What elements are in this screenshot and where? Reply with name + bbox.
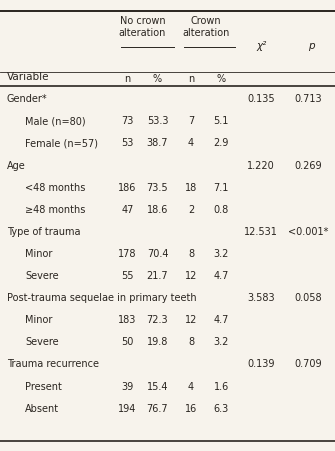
Text: 72.3: 72.3 [147, 315, 168, 325]
Text: <48 months: <48 months [25, 183, 85, 193]
Text: 0.709: 0.709 [294, 359, 322, 369]
Text: 2.9: 2.9 [213, 138, 229, 148]
Text: 55: 55 [121, 271, 134, 281]
Text: 3.2: 3.2 [213, 337, 229, 347]
Text: 12: 12 [185, 271, 197, 281]
Text: 0.135: 0.135 [248, 94, 275, 104]
Text: Present: Present [25, 382, 62, 391]
Text: Minor: Minor [25, 249, 53, 259]
Text: p: p [308, 41, 315, 51]
Text: n: n [188, 74, 194, 84]
Text: 18.6: 18.6 [147, 205, 168, 215]
Text: 12: 12 [185, 315, 197, 325]
Text: 0.8: 0.8 [213, 205, 229, 215]
Text: Female (n=57): Female (n=57) [25, 138, 98, 148]
Text: 4: 4 [188, 382, 194, 391]
Text: 73: 73 [121, 116, 133, 126]
Text: 73.5: 73.5 [147, 183, 168, 193]
Text: %: % [216, 74, 226, 84]
Text: 4.7: 4.7 [213, 315, 229, 325]
Text: 0.713: 0.713 [294, 94, 322, 104]
Text: 8: 8 [188, 337, 194, 347]
Text: 4.7: 4.7 [213, 271, 229, 281]
Text: 47: 47 [121, 205, 133, 215]
Text: 1.6: 1.6 [213, 382, 229, 391]
Text: <0.001*: <0.001* [288, 227, 328, 237]
Text: 0.058: 0.058 [294, 293, 322, 303]
Text: 2: 2 [188, 205, 194, 215]
Text: 18: 18 [185, 183, 197, 193]
Text: 38.7: 38.7 [147, 138, 168, 148]
Text: Male (n=80): Male (n=80) [25, 116, 86, 126]
Text: 12.531: 12.531 [244, 227, 278, 237]
Text: 21.7: 21.7 [147, 271, 168, 281]
Text: Age: Age [7, 161, 25, 170]
Text: 0.269: 0.269 [294, 161, 322, 170]
Text: Variable: Variable [7, 72, 49, 82]
Text: 3.2: 3.2 [213, 249, 229, 259]
Text: 3.583: 3.583 [248, 293, 275, 303]
Text: Crown
alteration: Crown alteration [182, 16, 230, 38]
Text: %: % [153, 74, 162, 84]
Text: 50: 50 [121, 337, 133, 347]
Text: 6.3: 6.3 [213, 404, 229, 414]
Text: 194: 194 [118, 404, 136, 414]
Text: 186: 186 [118, 183, 136, 193]
Text: 70.4: 70.4 [147, 249, 168, 259]
Text: Type of trauma: Type of trauma [7, 227, 80, 237]
Text: Severe: Severe [25, 271, 59, 281]
Text: 39: 39 [121, 382, 133, 391]
Text: Severe: Severe [25, 337, 59, 347]
Text: 8: 8 [188, 249, 194, 259]
Text: 0.139: 0.139 [248, 359, 275, 369]
Text: 53: 53 [121, 138, 133, 148]
Text: 183: 183 [118, 315, 136, 325]
Text: Trauma recurrence: Trauma recurrence [7, 359, 99, 369]
Text: n: n [124, 74, 130, 84]
Text: χ²: χ² [256, 41, 266, 51]
Text: 178: 178 [118, 249, 137, 259]
Text: 76.7: 76.7 [147, 404, 168, 414]
Text: 4: 4 [188, 138, 194, 148]
Text: ≥48 months: ≥48 months [25, 205, 85, 215]
Text: Absent: Absent [25, 404, 59, 414]
Text: 1.220: 1.220 [248, 161, 275, 170]
Text: 16: 16 [185, 404, 197, 414]
Text: 7.1: 7.1 [213, 183, 229, 193]
Text: No crown
alteration: No crown alteration [119, 16, 166, 38]
Text: Gender*: Gender* [7, 94, 47, 104]
Text: Post-trauma sequelae in primary teeth: Post-trauma sequelae in primary teeth [7, 293, 196, 303]
Text: 7: 7 [188, 116, 194, 126]
Text: Minor: Minor [25, 315, 53, 325]
Text: 5.1: 5.1 [213, 116, 229, 126]
Text: 53.3: 53.3 [147, 116, 168, 126]
Text: 19.8: 19.8 [147, 337, 168, 347]
Text: 15.4: 15.4 [147, 382, 168, 391]
